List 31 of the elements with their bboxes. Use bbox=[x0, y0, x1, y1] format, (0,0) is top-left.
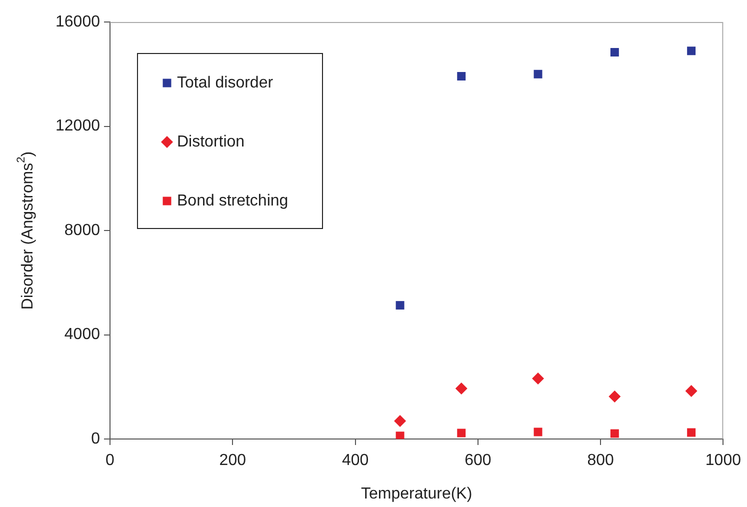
point bbox=[610, 429, 619, 438]
point bbox=[396, 432, 404, 439]
point bbox=[457, 72, 466, 80]
legend-label: Total disorder bbox=[177, 74, 274, 92]
point bbox=[534, 428, 542, 436]
x-axis-title: Temperature(K) bbox=[361, 485, 472, 502]
y-tick-label: 16000 bbox=[56, 13, 100, 30]
point bbox=[608, 390, 621, 403]
point bbox=[455, 382, 468, 394]
y-tick-label: 12000 bbox=[56, 118, 100, 135]
point bbox=[687, 46, 696, 56]
y-tick-label: 4000 bbox=[64, 326, 100, 344]
point bbox=[396, 301, 404, 310]
point bbox=[534, 70, 542, 78]
point bbox=[532, 372, 544, 385]
point bbox=[687, 428, 696, 437]
legend-label: Bond stretching bbox=[177, 192, 288, 210]
point bbox=[394, 415, 406, 428]
x-tick-label: 800 bbox=[587, 452, 614, 470]
y-tick-label: 0 bbox=[91, 430, 100, 448]
x-tick-label: 1000 bbox=[705, 452, 742, 470]
x-tick-label: 200 bbox=[219, 452, 246, 470]
x-tick-label: 400 bbox=[342, 452, 369, 470]
legend-label: Distortion bbox=[177, 133, 245, 150]
y-axis-title: Disorder (Angstroms2) bbox=[16, 151, 36, 310]
point bbox=[610, 48, 619, 56]
y-tick-label: 8000 bbox=[64, 222, 100, 239]
point bbox=[457, 428, 466, 438]
x-tick-label: 0 bbox=[106, 452, 115, 470]
point bbox=[685, 385, 698, 398]
x-tick-label: 600 bbox=[464, 452, 492, 470]
